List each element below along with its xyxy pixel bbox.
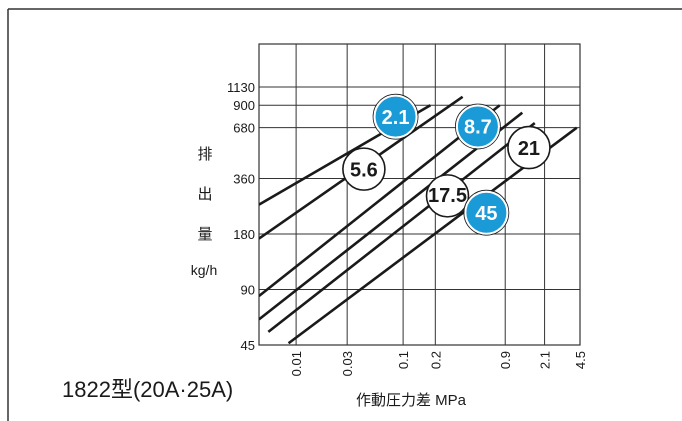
badge-label: 5.6 bbox=[350, 159, 378, 181]
y-axis-label-char: 排 bbox=[197, 146, 212, 163]
badge-45: 45 bbox=[463, 189, 510, 236]
model-title: 1822型(20A·25A) bbox=[62, 377, 234, 402]
badge-circle bbox=[342, 147, 386, 191]
x-tick-label: 0.1 bbox=[396, 351, 411, 369]
badge-circle bbox=[464, 190, 509, 235]
badge-outline bbox=[372, 93, 419, 140]
badge-2-1: 2.1 bbox=[372, 93, 419, 140]
series-line-21 bbox=[267, 122, 536, 333]
badge-outline bbox=[454, 103, 501, 150]
y-tick-label: 90 bbox=[241, 283, 255, 298]
y-axis-unit: kg/h bbox=[191, 262, 217, 278]
badge-circle bbox=[373, 94, 418, 139]
y-axis-label-char: 量 bbox=[197, 226, 212, 243]
x-tick-label: 0.01 bbox=[289, 351, 304, 376]
badge-circle bbox=[455, 104, 500, 149]
y-tick-label: 900 bbox=[233, 98, 255, 113]
badge-circle bbox=[507, 125, 551, 170]
badge-label: 8.7 bbox=[464, 117, 492, 139]
badge-circle bbox=[425, 174, 470, 218]
x-tick-label: 4.5 bbox=[573, 351, 588, 369]
x-tick-label: 0.03 bbox=[340, 351, 355, 376]
badge-label: 21 bbox=[518, 138, 540, 160]
x-tick-label: 2.1 bbox=[538, 351, 553, 369]
y-tick-label: 45 bbox=[241, 338, 255, 353]
x-tick-label: 0.2 bbox=[428, 351, 443, 369]
badge-8-7: 8.7 bbox=[454, 103, 501, 150]
badge-17-5: 17.5 bbox=[425, 174, 470, 218]
badge-label: 2.1 bbox=[382, 107, 410, 129]
badge-label: 17.5 bbox=[428, 185, 467, 207]
y-axis-label-char: 出 bbox=[197, 186, 212, 203]
x-axis-label: 作動圧力差 MPa bbox=[356, 392, 467, 409]
y-tick-label: 360 bbox=[233, 172, 255, 187]
badge-outline bbox=[463, 189, 510, 236]
x-tick-label: 0.9 bbox=[498, 351, 513, 369]
y-tick-label: 680 bbox=[233, 121, 255, 136]
y-tick-label: 180 bbox=[233, 227, 255, 242]
badge-21: 21 bbox=[507, 125, 551, 170]
badge-label: 45 bbox=[475, 203, 497, 225]
badge-5-6: 5.6 bbox=[342, 147, 386, 191]
y-tick-label: 1130 bbox=[227, 80, 255, 95]
